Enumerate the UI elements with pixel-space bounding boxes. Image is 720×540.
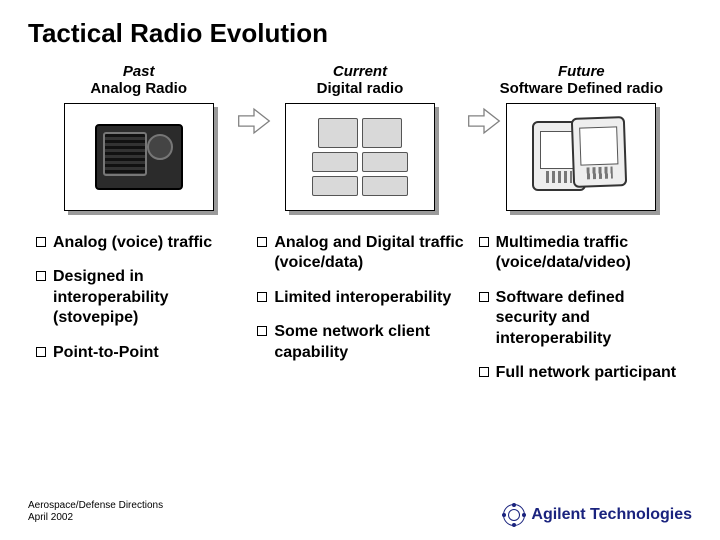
era-subtitle-future: Software Defined radio xyxy=(477,80,686,97)
bullet-item: Point-to-Point xyxy=(36,343,243,363)
bullet-text: Some network client capability xyxy=(274,322,464,363)
bullet-item: Full network participant xyxy=(479,363,686,383)
bullet-text: Point-to-Point xyxy=(53,343,159,363)
bullet-marker-icon xyxy=(36,271,46,281)
agilent-logo-text: Agilent Technologies xyxy=(531,506,692,524)
arrow-right-icon xyxy=(237,107,271,135)
arrow-past-to-current xyxy=(236,103,272,139)
bullet-text: Software defined security and interopera… xyxy=(496,288,686,349)
era-label-future: Future xyxy=(477,63,686,80)
footer: Aerospace/Defense Directions April 2002 xyxy=(28,500,163,524)
bullets-future: Multimedia traffic (voice/data/video) So… xyxy=(477,233,686,384)
sdr-devices-icon xyxy=(526,117,636,197)
illustration-box-past xyxy=(64,103,214,211)
era-label-current: Current xyxy=(255,63,464,80)
bullet-marker-icon xyxy=(479,367,489,377)
era-subtitle-current: Digital radio xyxy=(255,80,464,97)
bullet-item: Analog (voice) traffic xyxy=(36,233,243,253)
slide-title: Tactical Radio Evolution xyxy=(28,18,692,49)
bullets-past: Analog (voice) traffic Designed in inter… xyxy=(34,233,243,363)
arrow-current-to-future xyxy=(466,103,502,139)
bullet-marker-icon xyxy=(257,292,267,302)
era-header-current: Current Digital radio xyxy=(255,63,464,97)
illustration-box-future xyxy=(506,103,656,211)
bullet-item: Limited interoperability xyxy=(257,288,464,308)
bullet-item: Multimedia traffic (voice/data/video) xyxy=(479,233,686,274)
bullet-marker-icon xyxy=(257,326,267,336)
agilent-logo: Agilent Technologies xyxy=(503,504,692,526)
digital-radio-icon xyxy=(300,118,420,196)
bullet-item: Some network client capability xyxy=(257,322,464,363)
column-past: Past Analog Radio Analog (voice) traffic… xyxy=(28,63,249,398)
agilent-spark-icon xyxy=(503,504,525,526)
bullet-item: Designed in interoperability (stovepipe) xyxy=(36,267,243,328)
bullet-text: Designed in interoperability (stovepipe) xyxy=(53,267,243,328)
bullet-text: Analog (voice) traffic xyxy=(53,233,212,253)
illustration-wrap-current xyxy=(255,103,464,219)
column-current: Current Digital radio Analog and Digital… xyxy=(249,63,470,398)
era-subtitle-past: Analog Radio xyxy=(34,80,243,97)
arrow-right-icon xyxy=(467,107,501,135)
bullet-text: Limited interoperability xyxy=(274,288,451,308)
bullet-text: Analog and Digital traffic (voice/data) xyxy=(274,233,464,274)
analog-radio-icon xyxy=(95,124,183,190)
footer-line2: April 2002 xyxy=(28,512,163,524)
bullet-text: Full network participant xyxy=(496,363,676,383)
bullet-item: Software defined security and interopera… xyxy=(479,288,686,349)
era-header-future: Future Software Defined radio xyxy=(477,63,686,97)
illustration-wrap-future xyxy=(477,103,686,219)
slide: Tactical Radio Evolution Past Analog Rad… xyxy=(0,0,720,540)
illustration-wrap-past xyxy=(34,103,243,219)
footer-line1: Aerospace/Defense Directions xyxy=(28,500,163,512)
columns-row: Past Analog Radio Analog (voice) traffic… xyxy=(28,63,692,398)
era-header-past: Past Analog Radio xyxy=(34,63,243,97)
era-label-past: Past xyxy=(34,63,243,80)
bullet-item: Analog and Digital traffic (voice/data) xyxy=(257,233,464,274)
illustration-box-current xyxy=(285,103,435,211)
bullet-marker-icon xyxy=(479,237,489,247)
bullet-marker-icon xyxy=(36,347,46,357)
bullet-marker-icon xyxy=(479,292,489,302)
bullet-marker-icon xyxy=(257,237,267,247)
bullet-text: Multimedia traffic (voice/data/video) xyxy=(496,233,686,274)
column-future: Future Software Defined radio Multimedia… xyxy=(471,63,692,398)
bullet-marker-icon xyxy=(36,237,46,247)
bullets-current: Analog and Digital traffic (voice/data) … xyxy=(255,233,464,363)
